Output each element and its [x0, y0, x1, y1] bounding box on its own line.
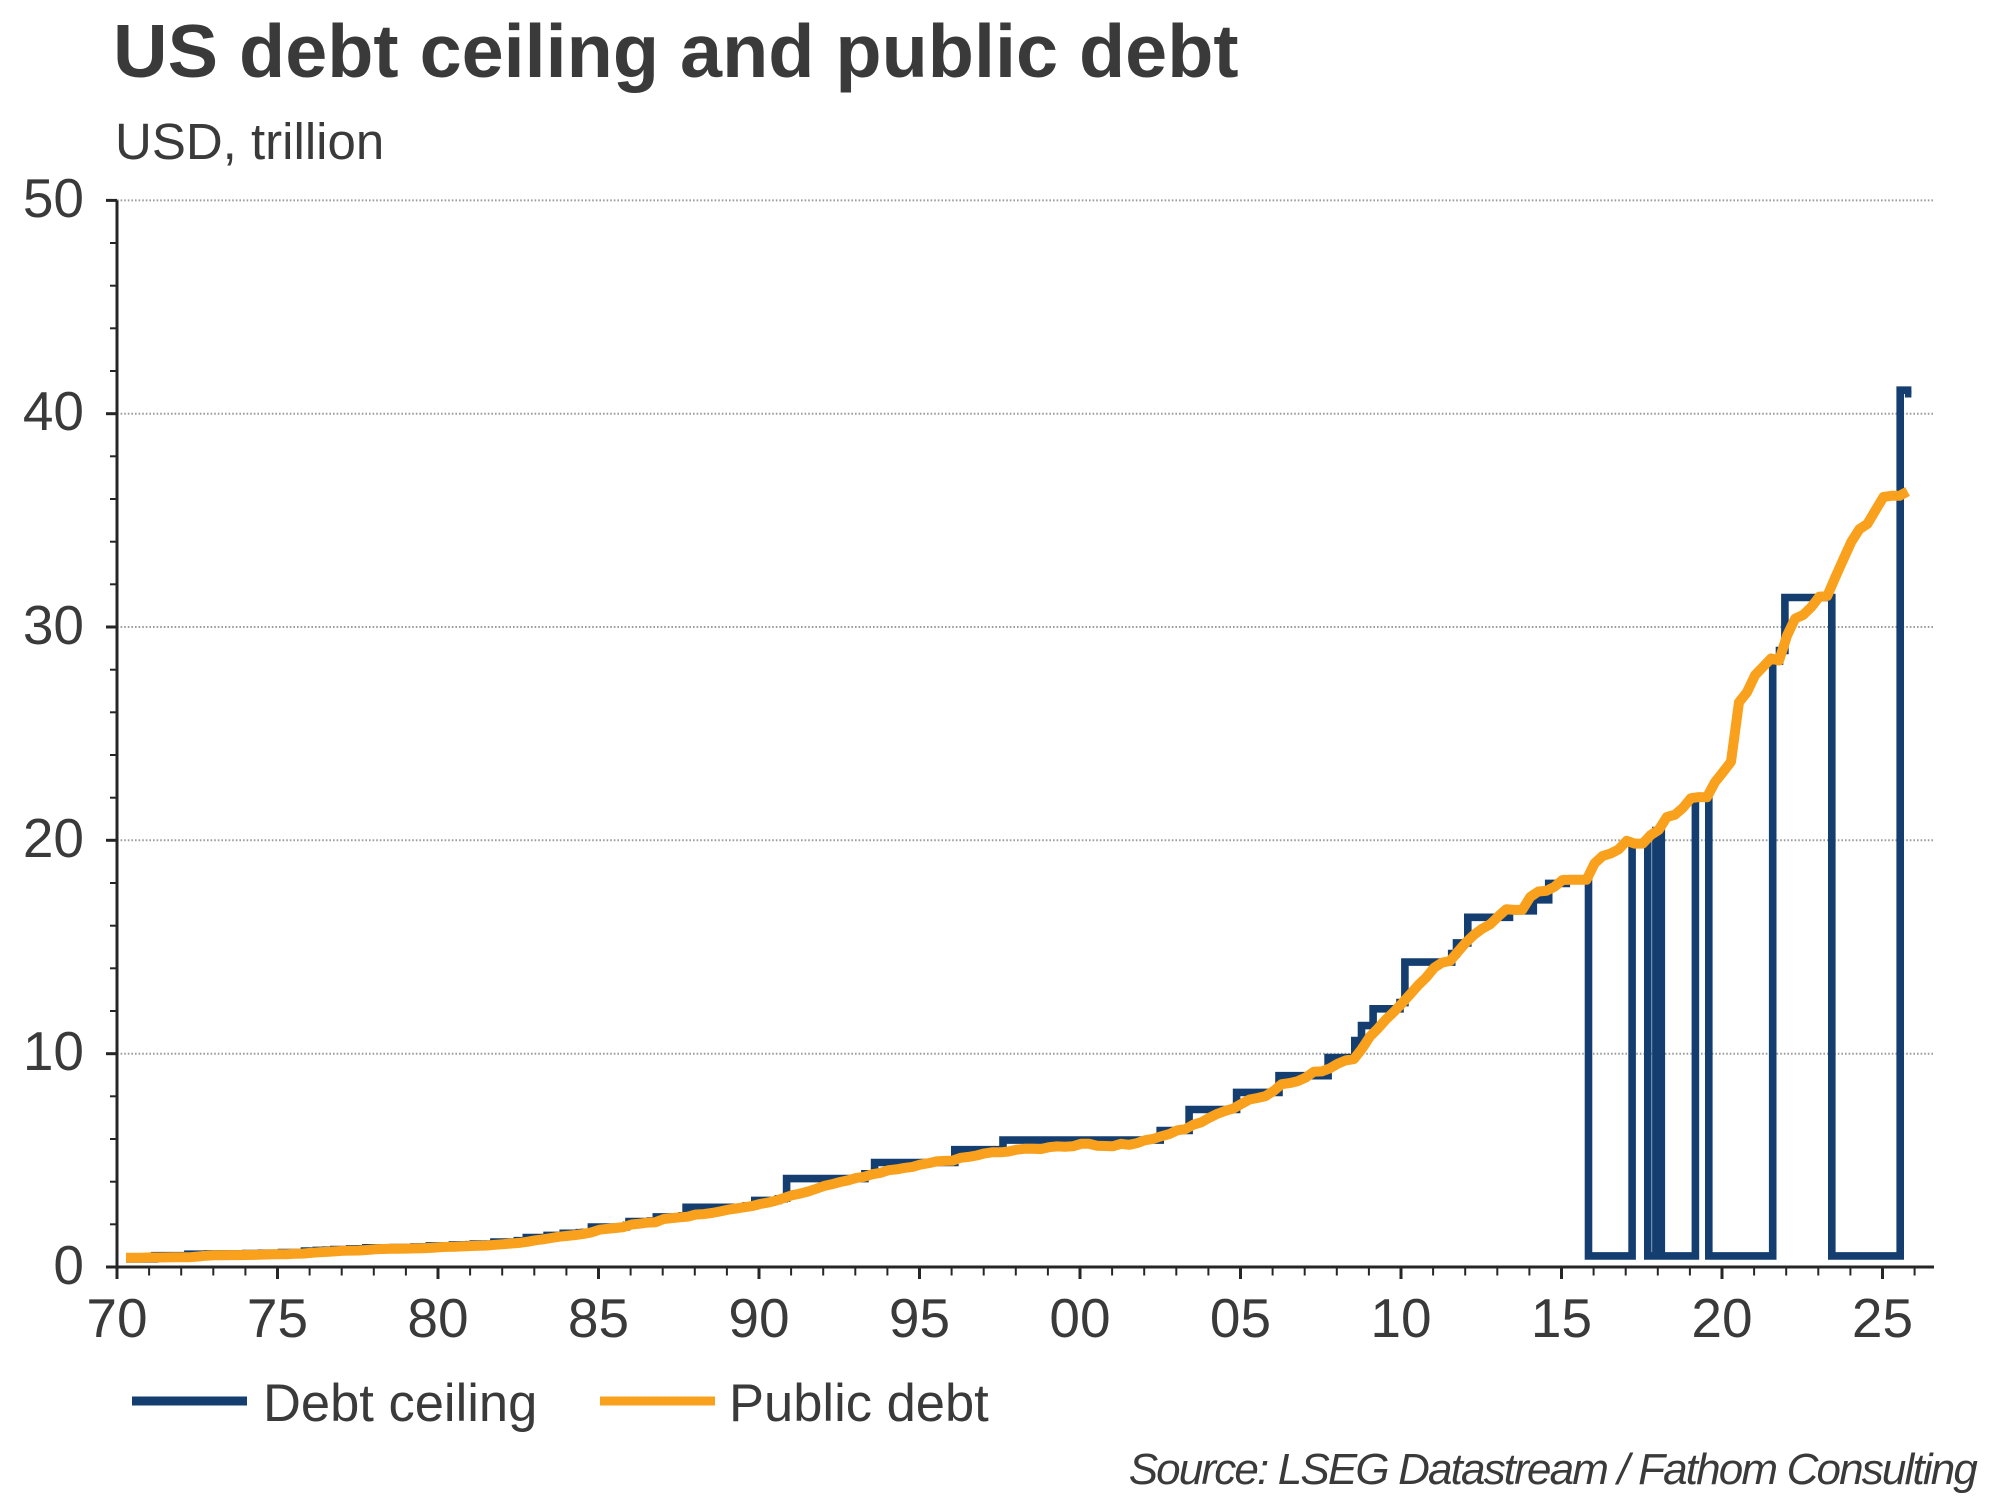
svg-text:50: 50 — [23, 167, 84, 229]
svg-text:85: 85 — [568, 1287, 629, 1349]
svg-text:70: 70 — [86, 1287, 147, 1349]
svg-text:Public debt: Public debt — [729, 1374, 989, 1433]
svg-text:40: 40 — [23, 380, 84, 442]
svg-text:90: 90 — [728, 1287, 789, 1349]
svg-text:USD, trillion: USD, trillion — [115, 113, 384, 170]
svg-text:10: 10 — [23, 1020, 84, 1082]
svg-text:20: 20 — [1691, 1287, 1752, 1349]
svg-text:20: 20 — [23, 807, 84, 869]
svg-text:80: 80 — [407, 1287, 468, 1349]
svg-text:Debt ceiling: Debt ceiling — [263, 1374, 537, 1433]
svg-text:10: 10 — [1370, 1287, 1431, 1349]
svg-text:95: 95 — [889, 1287, 950, 1349]
svg-text:25: 25 — [1852, 1287, 1913, 1349]
svg-text:75: 75 — [247, 1287, 308, 1349]
svg-text:Source: LSEG Datastream / Fath: Source: LSEG Datastream / Fathom Consult… — [1129, 1445, 1979, 1494]
svg-text:US debt ceiling and public deb: US debt ceiling and public debt — [113, 10, 1239, 94]
svg-text:30: 30 — [23, 594, 84, 656]
svg-text:0: 0 — [53, 1234, 84, 1296]
svg-text:00: 00 — [1049, 1287, 1110, 1349]
svg-text:15: 15 — [1531, 1287, 1592, 1349]
svg-text:05: 05 — [1210, 1287, 1271, 1349]
